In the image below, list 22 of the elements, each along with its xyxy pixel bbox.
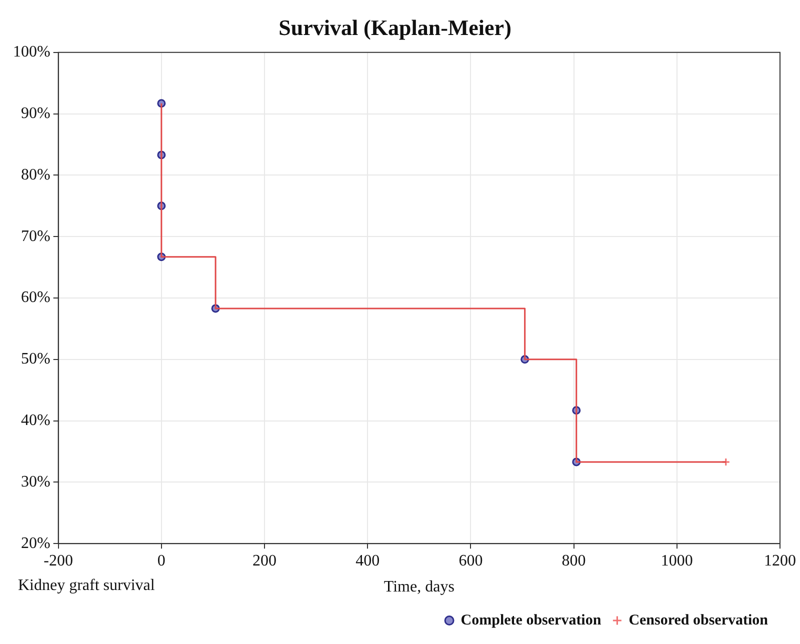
y-tick-label: 70% — [21, 228, 50, 245]
text: Kidney graft survival — [18, 576, 156, 594]
y-tick-label: 30% — [21, 473, 50, 490]
legend-label: Complete observation — [460, 612, 602, 628]
legend-label: Censored observation — [628, 612, 769, 628]
y-tick-label: 50% — [21, 350, 50, 368]
x-tick-label: 0 — [157, 552, 166, 570]
y-tick-label: 60% — [21, 289, 50, 306]
x-tick-label: 200 — [252, 552, 277, 570]
y-tick-label: 40% — [21, 412, 50, 430]
x-tick-label: 800 — [562, 552, 586, 570]
x-tick-label: 600 — [458, 552, 483, 570]
x-tick-label: 400 — [356, 552, 380, 570]
x-tick-label: -200 — [44, 552, 73, 570]
y-tick-label: 100% — [13, 44, 50, 61]
y-tick-label: 20% — [21, 534, 50, 552]
x-axis-title: Time, days — [384, 578, 454, 596]
y-tick-label: 80% — [21, 166, 50, 184]
x-tick-label: 1200 — [764, 552, 796, 570]
chart-title: Survival (Kaplan-Meier) — [278, 14, 512, 40]
x-tick-label: 1000 — [660, 552, 693, 570]
y-tick-label: 90% — [21, 105, 50, 122]
